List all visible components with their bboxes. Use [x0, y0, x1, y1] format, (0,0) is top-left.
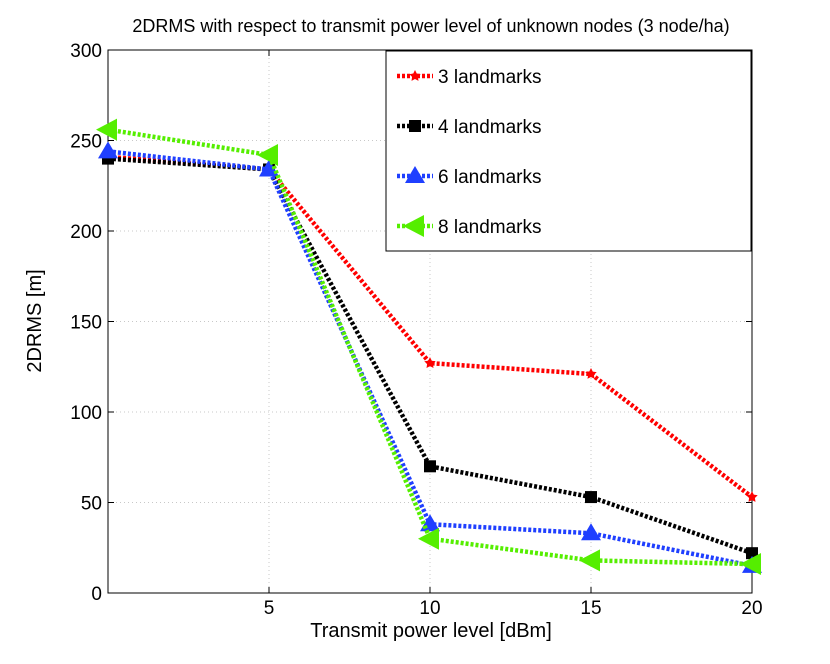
series-8-landmarks — [96, 118, 761, 576]
data-point — [257, 143, 278, 166]
data-point — [424, 357, 436, 368]
data-point — [579, 549, 600, 572]
legend-label: 8 landmarks — [438, 217, 542, 238]
x-tick-label: 20 — [741, 598, 762, 619]
data-point — [740, 553, 761, 576]
data-point — [424, 460, 436, 473]
y-axis-label: 2DRMS [m] — [24, 269, 46, 372]
y-tick-label: 200 — [70, 222, 102, 243]
legend-marker — [409, 70, 421, 81]
legend: 3 landmarks 4 landmarks 6 landmarks 8 landm… — [385, 50, 752, 252]
y-tick-label: 150 — [70, 313, 102, 334]
x-tick-label: 5 — [264, 598, 275, 619]
data-point — [585, 368, 597, 379]
y-tick-label: 0 — [91, 584, 102, 605]
legend-marker — [403, 215, 424, 237]
x-tick-label: 15 — [580, 598, 601, 619]
data-point — [585, 491, 597, 504]
y-tick-label: 50 — [81, 494, 102, 515]
legend-label: 3 landmarks — [438, 67, 542, 88]
chart-title: 2DRMS with respect to transmit power lev… — [132, 16, 729, 36]
data-point — [418, 527, 439, 550]
data-point — [746, 491, 758, 502]
data-point — [581, 523, 601, 541]
legend-label: 4 landmarks — [438, 117, 542, 138]
x-tick-label: 10 — [419, 598, 440, 619]
data-point — [746, 547, 758, 560]
y-tick-label: 250 — [70, 132, 102, 153]
y-tick-label: 100 — [70, 403, 102, 424]
series-line — [107, 127, 753, 567]
data-point — [98, 141, 118, 159]
legend-box — [385, 50, 752, 252]
series-line — [107, 156, 753, 556]
legend-label: 6 landmarks — [438, 167, 542, 188]
data-point — [96, 118, 117, 141]
x-axis-label: Transmit power level [dBm] — [310, 620, 552, 642]
legend-marker — [405, 166, 425, 183]
y-tick-label: 300 — [70, 41, 102, 62]
legend-marker — [409, 120, 421, 132]
